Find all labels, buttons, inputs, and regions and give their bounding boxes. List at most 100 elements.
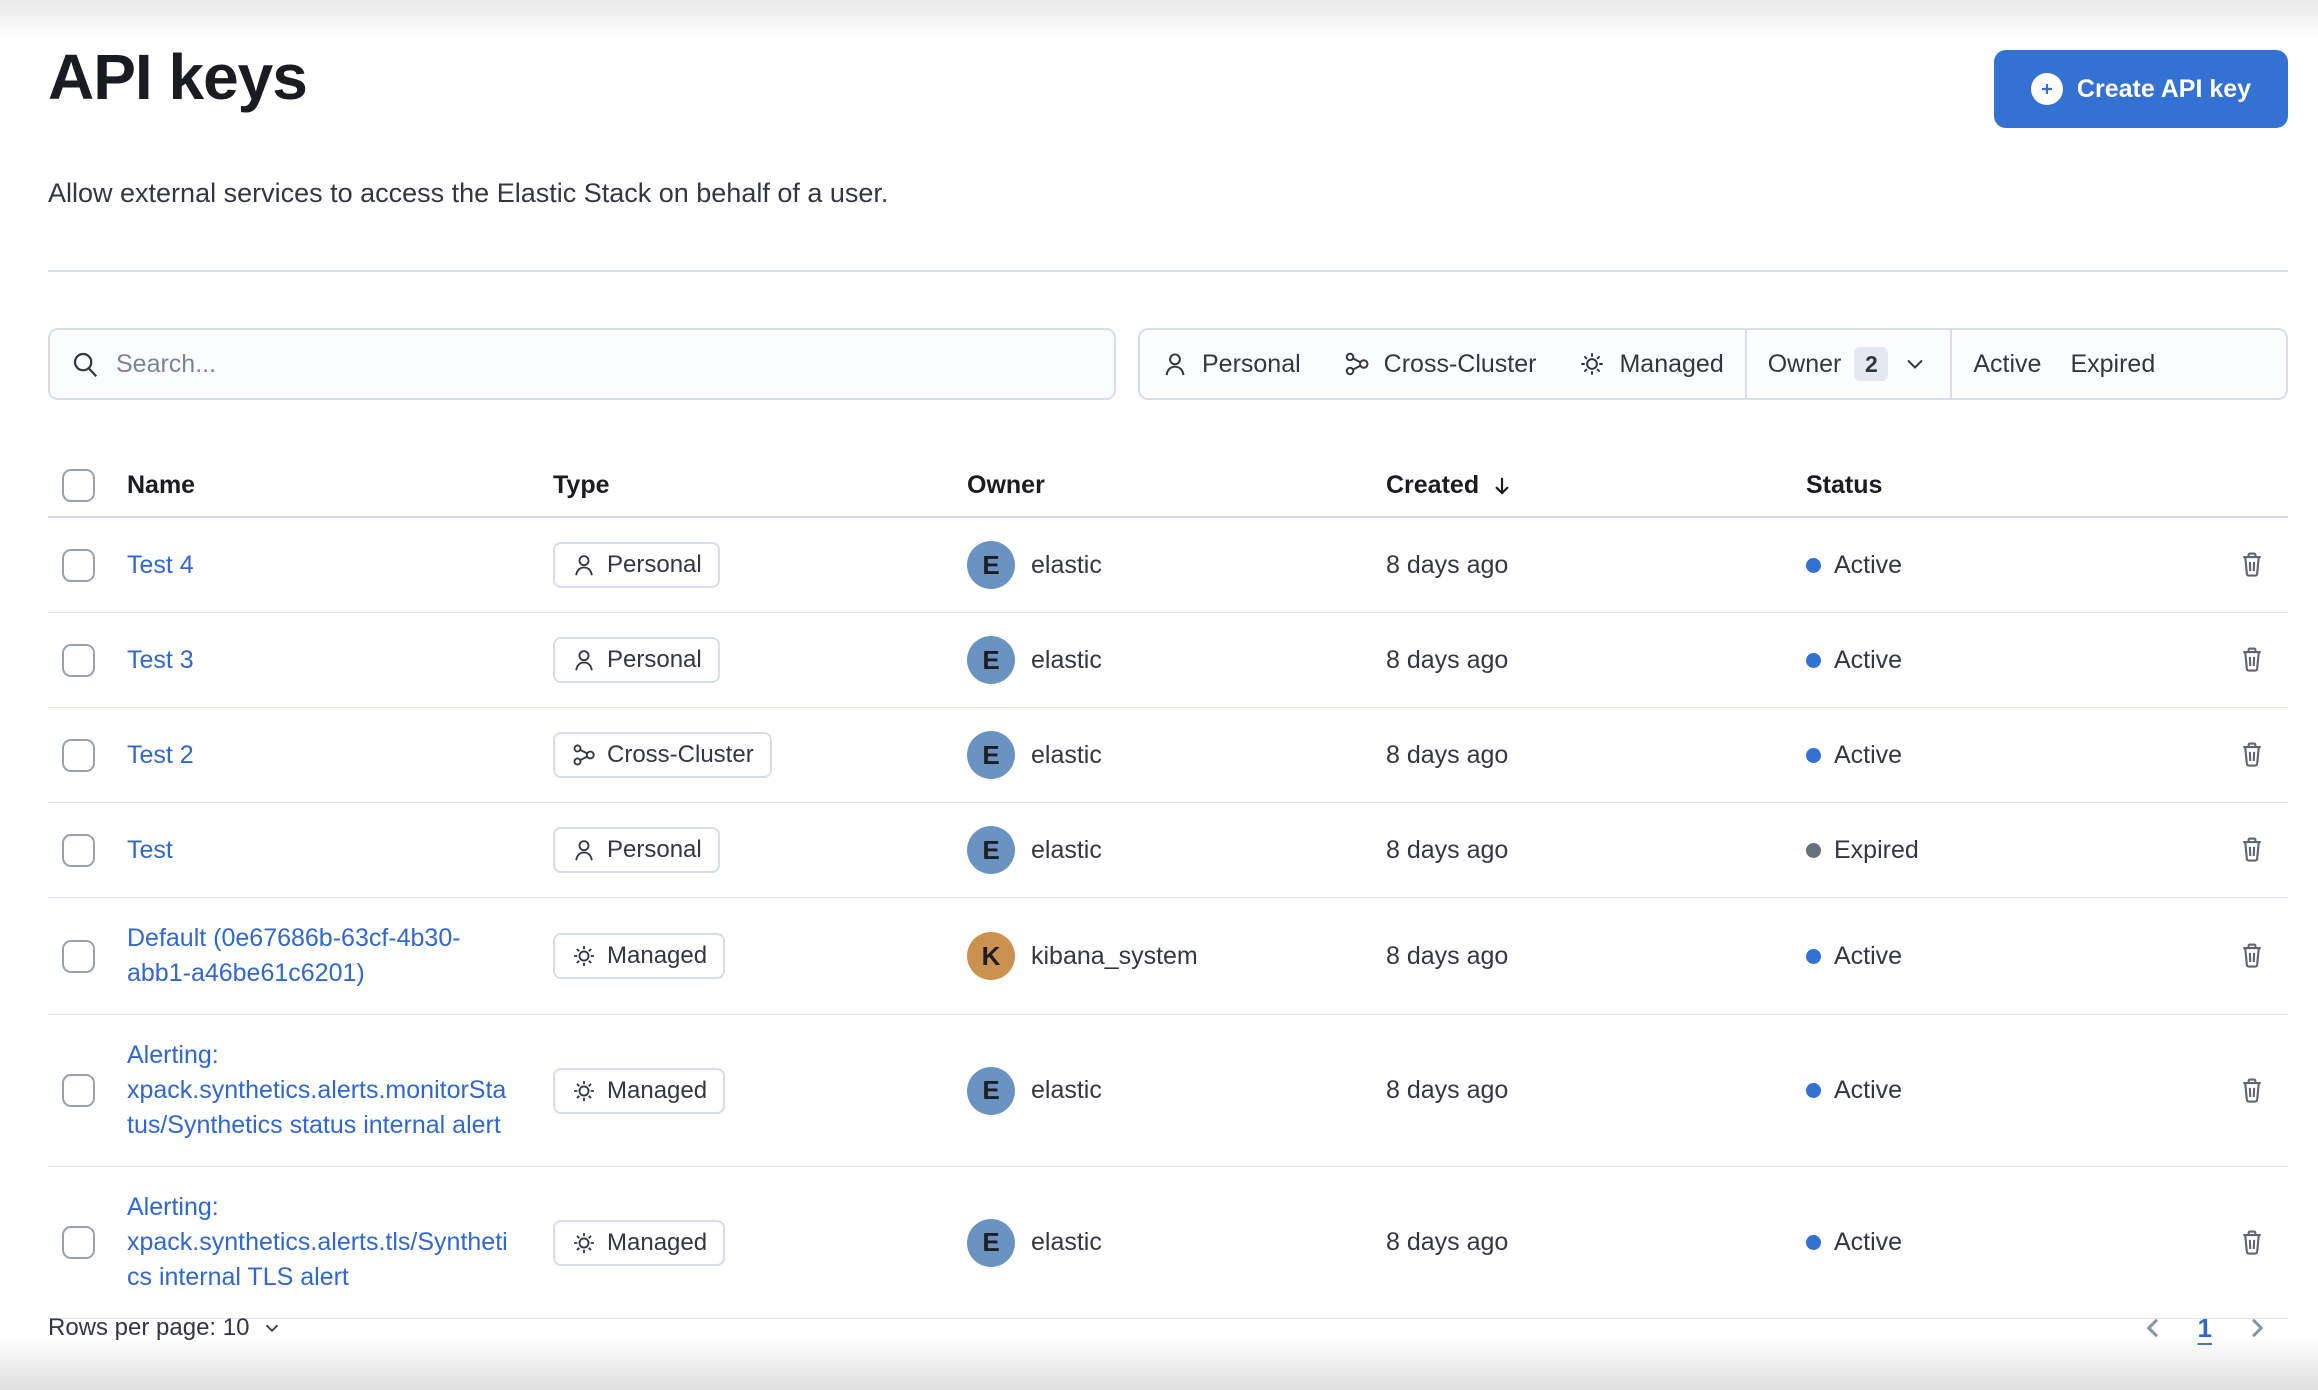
status-label: Active	[1834, 941, 1903, 970]
key-name-link[interactable]: Test 4	[127, 550, 194, 579]
table-header-row: Name Type Owner Created Status	[48, 455, 2288, 518]
owner-name: elastic	[1031, 550, 1102, 579]
status-dot	[1806, 652, 1821, 668]
next-page-button[interactable]	[2242, 1314, 2270, 1342]
type-badge-icon	[571, 837, 597, 863]
status-dot	[1806, 747, 1821, 763]
key-name-link[interactable]: Test 2	[127, 740, 194, 769]
chevron-down-icon	[1901, 350, 1929, 378]
row-checkbox[interactable]	[62, 1074, 95, 1107]
trash-icon	[2237, 550, 2267, 580]
column-header-created[interactable]: Created	[1386, 455, 1806, 516]
delete-key-button[interactable]	[2237, 740, 2267, 770]
column-header-owner: Owner	[967, 471, 1045, 499]
status-label: Active	[1834, 1076, 1903, 1104]
type-badge-label: Managed	[607, 1228, 708, 1256]
owner-name: elastic	[1031, 740, 1102, 769]
row-checkbox[interactable]	[62, 738, 95, 772]
row-checkbox[interactable]	[62, 1226, 95, 1259]
chevron-down-icon	[261, 1317, 283, 1339]
type-badge: Cross-Cluster	[553, 732, 772, 778]
created-cell: 8 days ago	[1386, 835, 1509, 864]
filter-personal[interactable]: Personal	[1140, 330, 1322, 398]
rows-per-page-button[interactable]: Rows per page: 10	[48, 1314, 283, 1342]
status-cell: Expired	[1806, 813, 2237, 888]
status-dot	[1806, 1235, 1821, 1250]
sort-descending-icon	[1489, 473, 1515, 499]
delete-key-button[interactable]	[2237, 550, 2267, 580]
status-label: Active	[1834, 550, 1903, 579]
trash-icon	[2237, 1228, 2267, 1258]
type-badge-icon	[571, 1078, 597, 1104]
status-cell: Active	[1806, 1205, 2237, 1280]
delete-key-button[interactable]	[2237, 645, 2267, 675]
key-name-link[interactable]: Test 3	[127, 645, 194, 674]
cluster-icon	[1343, 350, 1371, 378]
row-checkbox[interactable]	[62, 833, 95, 867]
filter-cross-cluster-label: Cross-Cluster	[1383, 349, 1537, 378]
status-cell: Active	[1806, 528, 2237, 603]
filter-divider	[1744, 330, 1747, 398]
delete-key-button[interactable]	[2237, 1228, 2267, 1258]
pagination: 1	[2140, 1313, 2270, 1344]
table-row: Test 2 Cross-Cluster E elastic 8 days ag…	[48, 708, 2288, 803]
delete-key-button[interactable]	[2237, 1076, 2267, 1106]
type-badge: Managed	[553, 1219, 726, 1266]
owner-name: elastic	[1031, 645, 1102, 674]
table-row: Test 4 Personal E elastic 8 days ago Act…	[48, 518, 2288, 613]
create-api-key-label: Create API key	[2076, 74, 2252, 103]
status-dot	[1806, 948, 1821, 964]
search-input[interactable]	[116, 349, 1094, 379]
status-label: Active	[1834, 740, 1903, 769]
filter-cross-cluster[interactable]: Cross-Cluster	[1322, 330, 1558, 398]
previous-page-button[interactable]	[2140, 1314, 2168, 1342]
filter-expired[interactable]: Expired	[2062, 330, 2176, 398]
status-cell: Active	[1806, 623, 2237, 698]
created-cell: 8 days ago	[1386, 550, 1509, 579]
page-subtitle: Allow external services to access the El…	[48, 178, 889, 208]
status-cell: Active	[1806, 1053, 2237, 1128]
create-api-key-button[interactable]: Create API key	[1994, 50, 2288, 128]
owner-avatar: E	[967, 826, 1015, 874]
owner-avatar: E	[967, 731, 1015, 779]
type-badge: Managed	[553, 1067, 726, 1114]
delete-key-button[interactable]	[2237, 835, 2267, 865]
gear-icon	[1578, 350, 1606, 378]
type-badge-icon	[571, 1230, 597, 1256]
status-label: Expired	[1834, 835, 1919, 864]
filter-personal-label: Personal	[1202, 349, 1301, 378]
column-header-type: Type	[553, 471, 610, 499]
status-dot	[1806, 557, 1821, 573]
owner-name: kibana_system	[1031, 941, 1198, 970]
filter-owner-dropdown[interactable]: Owner 2	[1747, 330, 1951, 398]
key-name-link[interactable]: Alerting: xpack.synthetics.alerts.tls/Sy…	[127, 1193, 508, 1291]
type-badge: Personal	[553, 637, 720, 683]
type-badge-label: Personal	[607, 551, 702, 578]
filter-group: Personal Cross-Cluster Managed Owner 2 A…	[1138, 328, 2288, 400]
page-number-1[interactable]: 1	[2197, 1312, 2212, 1343]
filter-managed[interactable]: Managed	[1557, 330, 1744, 398]
status-dot	[1806, 1083, 1821, 1098]
created-cell: 8 days ago	[1386, 941, 1509, 970]
column-header-status: Status	[1806, 471, 1883, 499]
type-badge-icon	[571, 552, 597, 578]
select-all-checkbox[interactable]	[62, 469, 95, 502]
owner-name: elastic	[1031, 1076, 1102, 1104]
owner-avatar: E	[967, 1218, 1015, 1267]
delete-key-button[interactable]	[2237, 941, 2267, 971]
row-checkbox[interactable]	[62, 548, 95, 582]
row-checkbox[interactable]	[62, 643, 95, 677]
key-name-link[interactable]: Test	[127, 835, 173, 864]
status-dot	[1806, 842, 1821, 858]
row-checkbox[interactable]	[62, 939, 95, 973]
header-divider	[48, 270, 2288, 272]
trash-icon	[2237, 835, 2267, 865]
filter-active[interactable]: Active	[1952, 330, 2062, 398]
search-input-wrapper	[48, 328, 1116, 400]
type-badge-label: Managed	[607, 942, 708, 969]
key-name-link[interactable]: Default (0e67686b-63cf-4b30-abb1-a46be61…	[127, 924, 461, 987]
key-name-link[interactable]: Alerting: xpack.synthetics.alerts.monito…	[127, 1041, 507, 1139]
type-badge-icon	[571, 647, 597, 673]
table-footer: Rows per page: 10 1	[48, 1296, 2270, 1360]
